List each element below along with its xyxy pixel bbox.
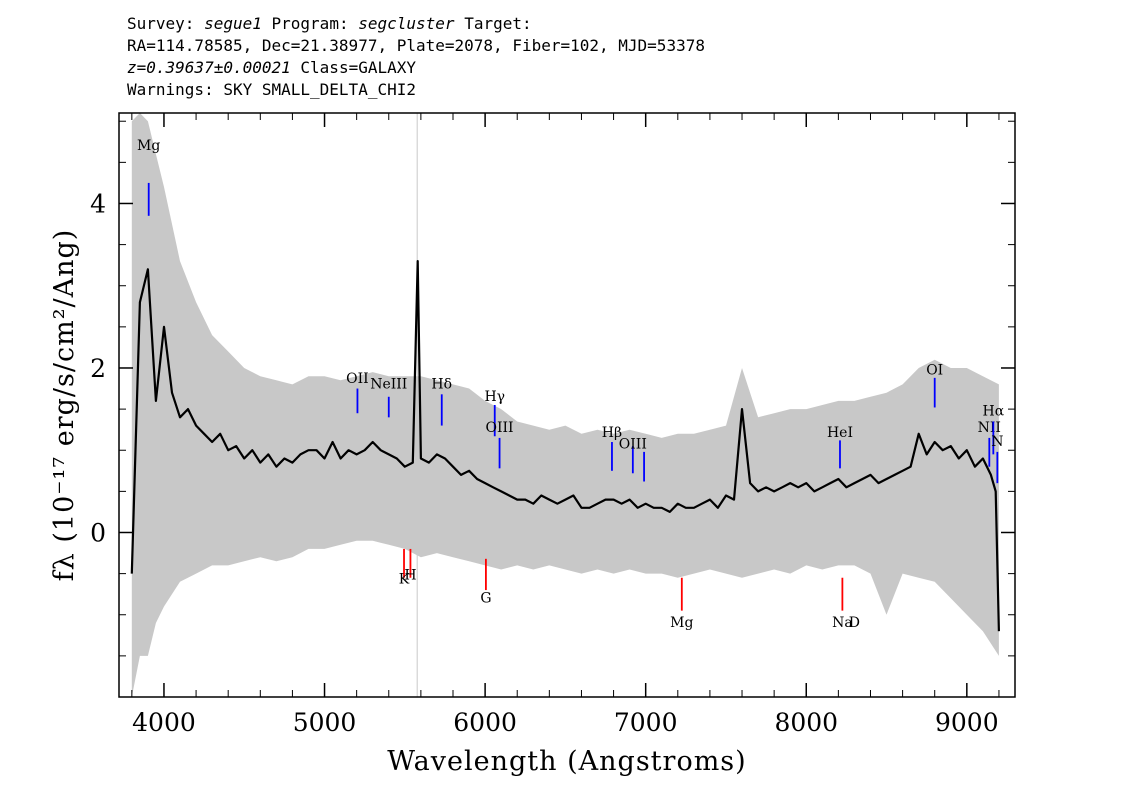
emission-line-label: OIII — [619, 437, 647, 453]
header-line-coordinates: RA=114.78585, Dec=21.38977, Plate=2078, … — [127, 36, 705, 55]
absorption-line-label: Mg — [670, 615, 693, 631]
y-tick-label: 0 — [90, 518, 106, 547]
spectrum-line — [130, 260, 1000, 632]
emission-line-label: Mg — [137, 138, 160, 154]
x-tick-label: 9000 — [935, 708, 999, 737]
emission-line-label: NeIII — [370, 377, 407, 393]
y-axis-label: fλ (10⁻¹⁷ erg/s/cm²/Ang) — [49, 229, 80, 582]
emission-line-label: HeI — [827, 425, 853, 441]
header-line-warnings: Warnings: SKY SMALL_DELTA_CHI2 — [127, 80, 416, 99]
x-tick-label: 5000 — [293, 708, 357, 737]
error-envelope — [131, 113, 999, 697]
emission-line-label: Hδ — [431, 377, 452, 393]
target-label: Target: — [464, 14, 532, 33]
class-value: Class=GALAXY — [300, 58, 416, 77]
emission-line-label: NII — [978, 420, 1001, 436]
y-tick-label: 4 — [90, 189, 106, 218]
emission-line-label: Hγ — [484, 389, 505, 405]
absorption-line-label: G — [480, 590, 491, 606]
header-line-redshift: z=0.39637±0.00021 Class=GALAXY — [127, 57, 705, 79]
emission-line-label: OI — [926, 363, 943, 379]
redshift-value: z=0.39637±0.00021 — [127, 58, 291, 77]
x-tick-label: 7000 — [614, 708, 678, 737]
y-tick-label: 2 — [90, 354, 106, 383]
absorption-line-label: H — [404, 567, 416, 583]
program-label: Program: — [271, 14, 349, 33]
survey-label: Survey: — [127, 14, 195, 33]
header-line-survey: Survey: segue1 Program: segcluster Targe… — [127, 13, 705, 35]
program-value: segcluster — [358, 14, 455, 33]
absorption-line-label: D — [849, 615, 860, 631]
x-tick-label: 4000 — [132, 708, 196, 737]
absorption-line-label: Na — [832, 615, 853, 631]
emission-line-label: Hβ — [602, 425, 622, 441]
spectrum-header: Survey: segue1 Program: segcluster Targe… — [127, 13, 705, 101]
x-axis-label: Wavelength (Angstroms) — [387, 746, 746, 777]
x-tick-label: 8000 — [774, 708, 838, 737]
emission-line-label: OII — [346, 371, 369, 387]
axis-ticks: 4000 5000 6000 7000 8000 9000 0 2 4 — [90, 113, 1015, 737]
emission-line-label: OIII — [486, 420, 514, 436]
plot-frame — [118, 112, 1016, 698]
emission-line-label: N — [991, 434, 1003, 450]
absorption-line-label: K — [399, 571, 410, 587]
survey-value: segue1 — [204, 14, 262, 33]
x-tick-label: 6000 — [453, 708, 517, 737]
emission-line-label: Hα — [982, 404, 1004, 420]
